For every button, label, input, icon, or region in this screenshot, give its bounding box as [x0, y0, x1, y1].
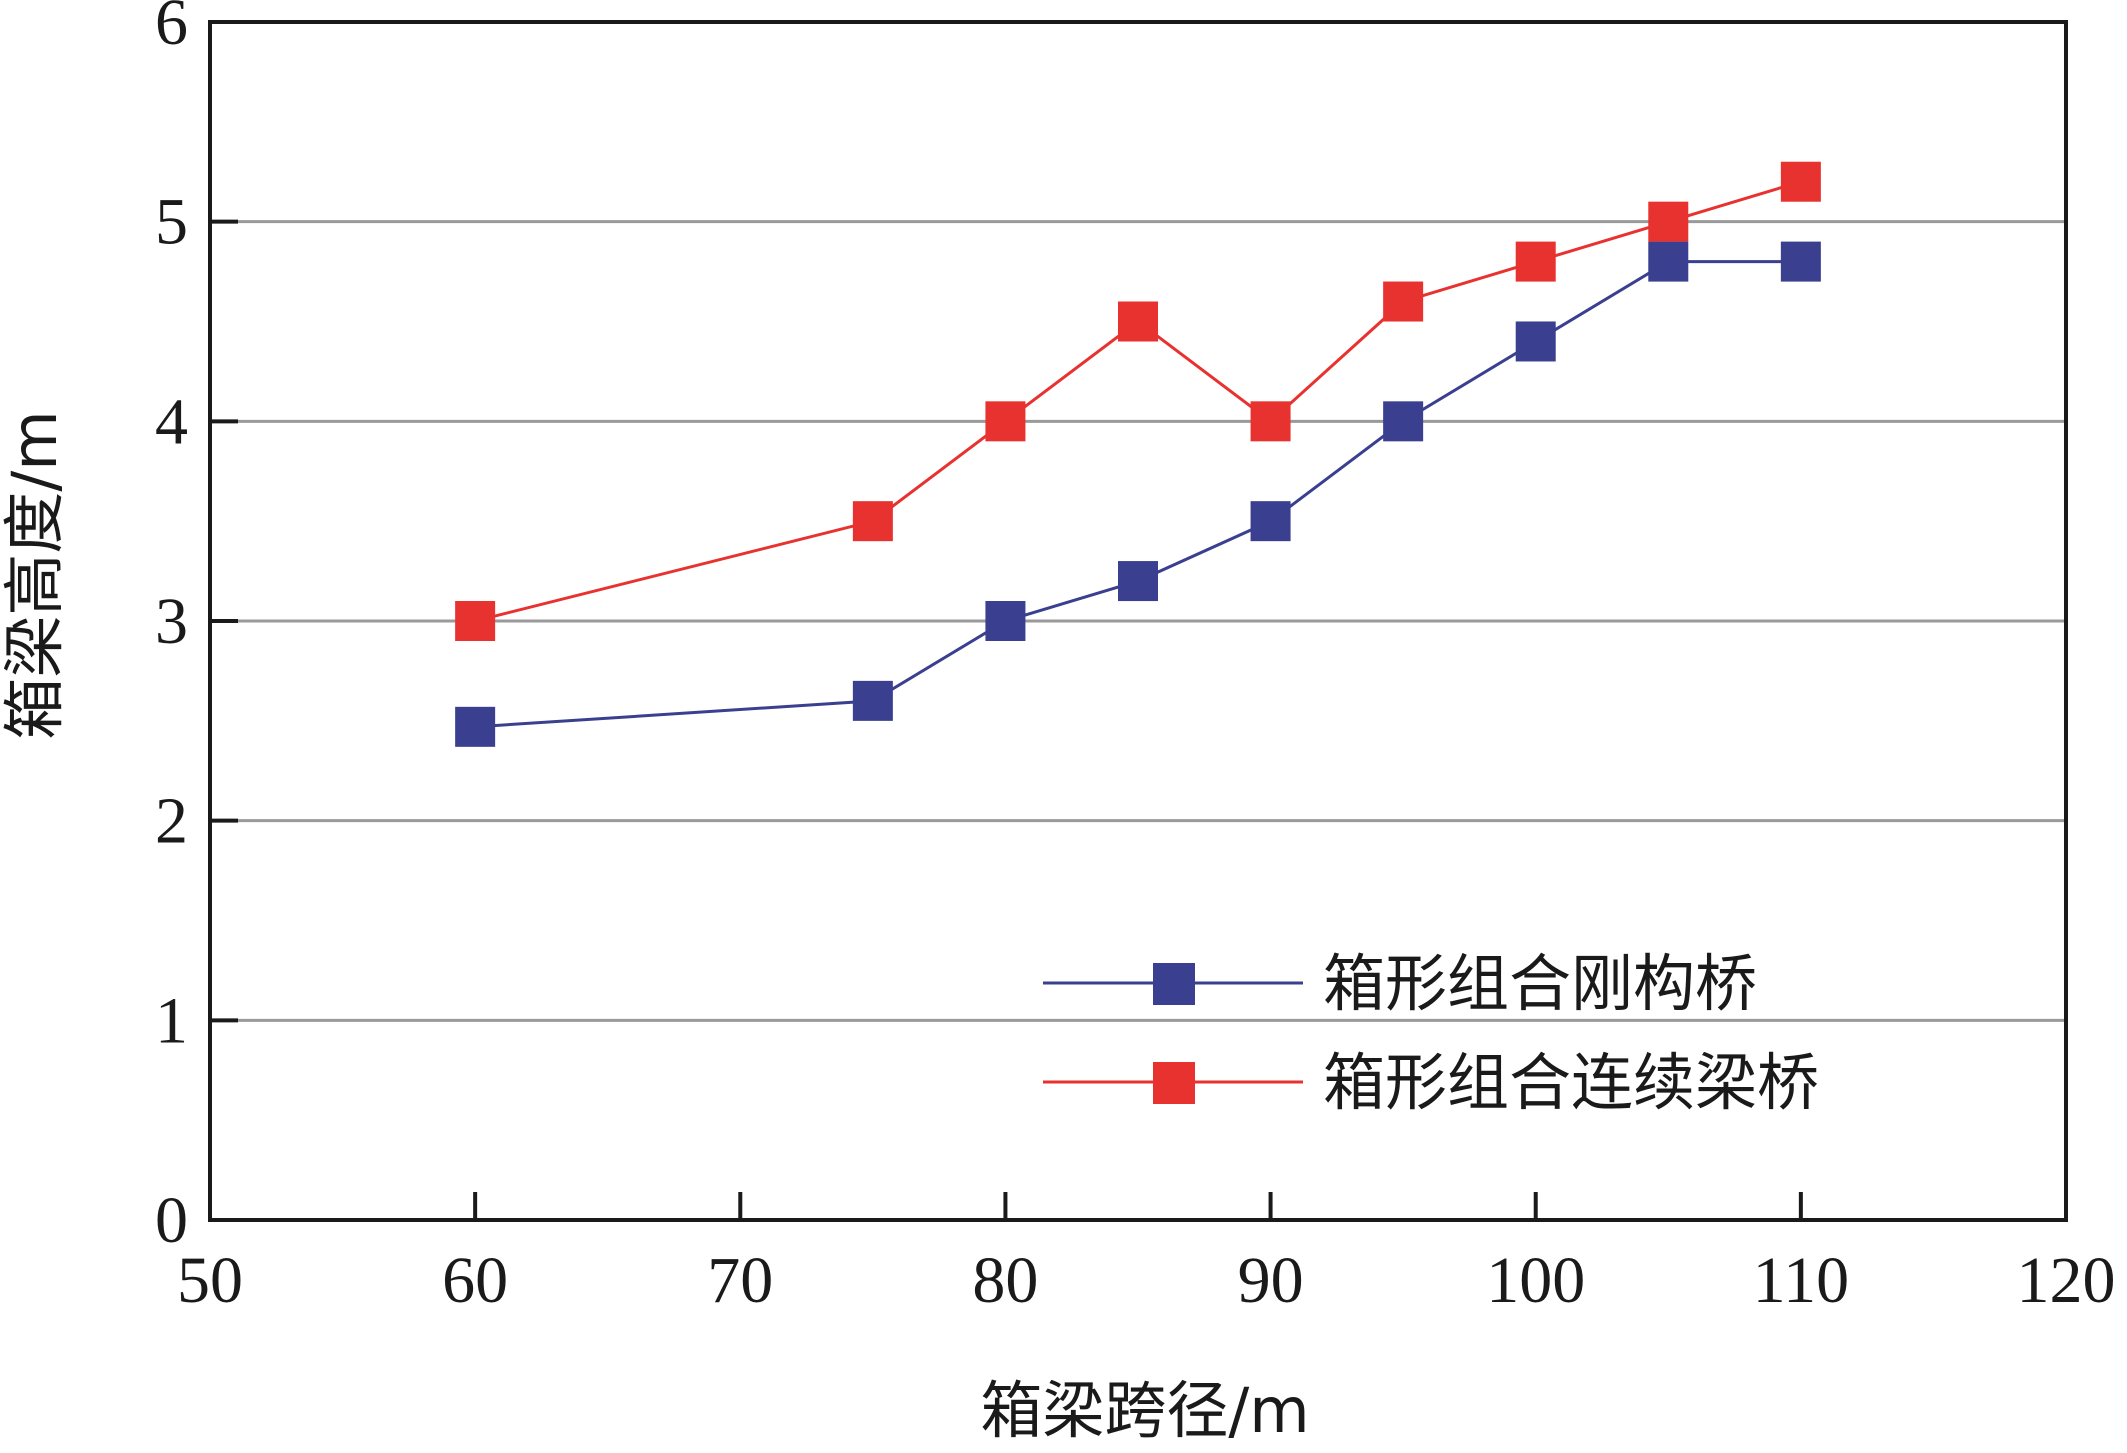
data-point	[852, 680, 893, 721]
data-point	[455, 706, 496, 747]
y-tick-label: 2	[155, 785, 188, 858]
x-tick-label: 60	[442, 1244, 508, 1317]
legend-marker	[1153, 1062, 1195, 1104]
legend-label: 箱形组合连续梁桥	[1323, 1046, 1819, 1119]
y-tick-label: 1	[155, 984, 188, 1057]
series-layer	[455, 161, 1821, 747]
y-tick-label: 6	[155, 0, 188, 59]
data-point	[1250, 501, 1291, 542]
data-point	[1250, 401, 1291, 442]
y-tick-label: 3	[155, 585, 188, 658]
series-1	[455, 161, 1821, 641]
data-point	[1515, 241, 1556, 282]
x-tick-label: 80	[972, 1244, 1038, 1317]
data-point	[1780, 241, 1821, 282]
x-tick-label: 120	[2017, 1244, 2116, 1317]
gridlines	[210, 220, 2066, 1022]
legend-label: 箱形组合刚构桥	[1323, 947, 1757, 1020]
x-tick-label: 100	[1486, 1244, 1585, 1317]
data-point	[1383, 401, 1424, 442]
y-axis: 0 1 2 3 4 5 6	[155, 0, 238, 1257]
data-point	[1383, 281, 1424, 322]
x-tick-label: 50	[177, 1244, 243, 1317]
legend-item: 箱形组合刚构桥	[1043, 947, 1757, 1020]
data-point	[1515, 321, 1556, 362]
y-axis-title: 箱梁高度/m	[0, 410, 71, 739]
data-point	[455, 601, 496, 641]
data-point	[1648, 241, 1689, 282]
y-tick-label: 5	[155, 186, 188, 259]
data-point	[1780, 161, 1821, 202]
legend-item: 箱形组合连续梁桥	[1043, 1046, 1819, 1119]
x-tick-label: 110	[1753, 1244, 1850, 1317]
data-point	[1648, 201, 1689, 242]
data-point	[852, 501, 893, 542]
x-axis: 50 60 70 80 90 100 110 120	[177, 1192, 2116, 1317]
legend-marker	[1153, 963, 1195, 1005]
y-tick-label: 0	[155, 1184, 188, 1257]
data-point	[985, 601, 1026, 641]
data-point	[985, 401, 1026, 442]
y-tick-label: 4	[155, 385, 188, 458]
series-0	[455, 241, 1821, 747]
x-axis-title: 箱梁跨径/m	[980, 1374, 1309, 1447]
x-tick-label: 70	[707, 1244, 773, 1317]
data-point	[1118, 301, 1158, 342]
data-point	[1118, 561, 1158, 602]
series-line	[474, 180, 1802, 623]
x-tick-label: 90	[1238, 1244, 1304, 1317]
